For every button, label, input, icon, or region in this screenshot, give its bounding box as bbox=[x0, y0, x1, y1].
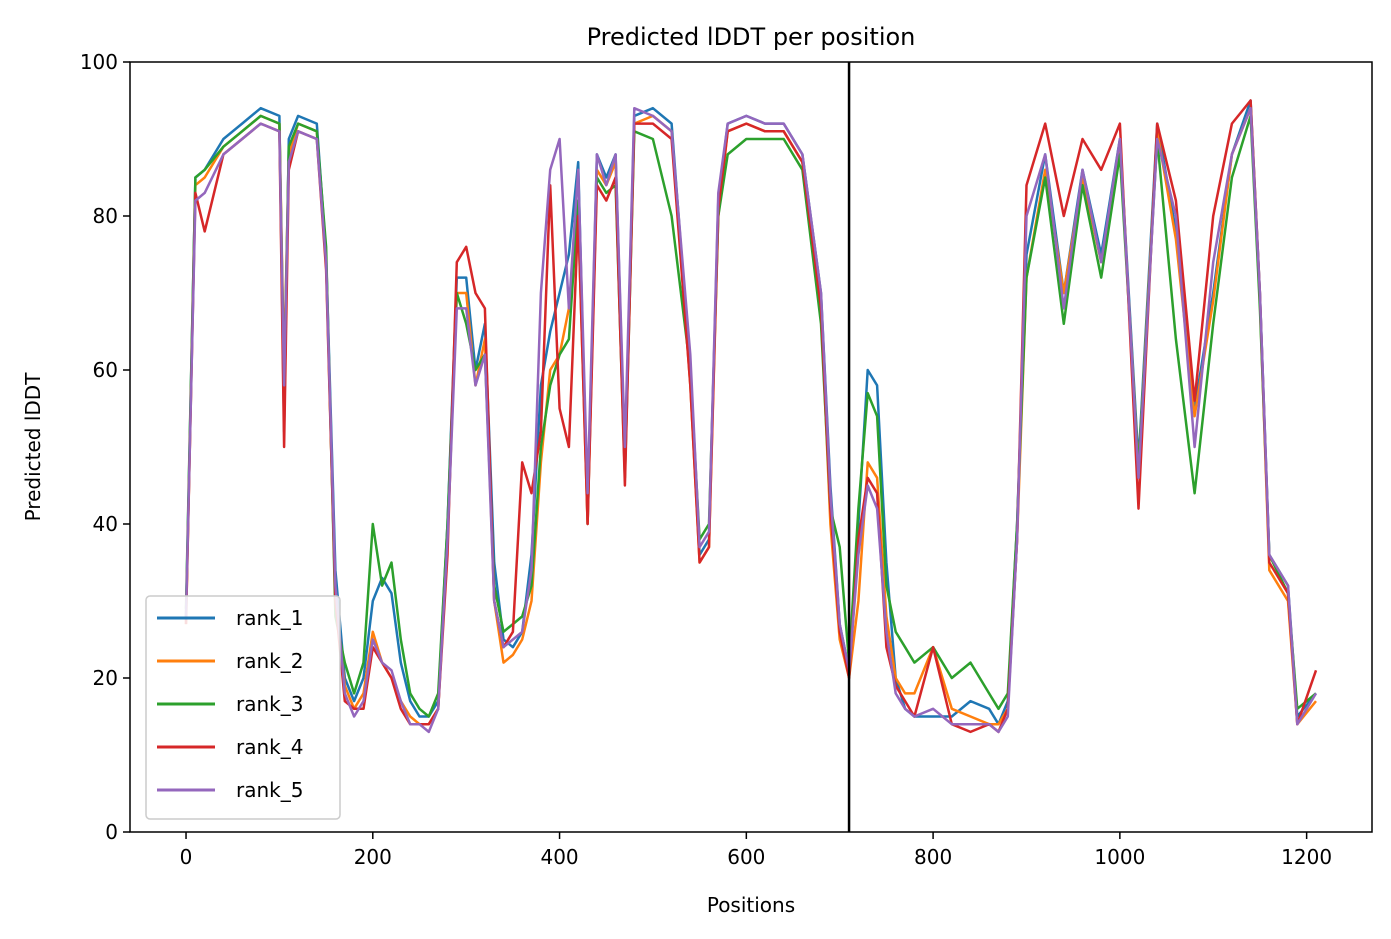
y-tick-label: 80 bbox=[93, 204, 118, 228]
x-tick-label: 600 bbox=[727, 845, 765, 869]
y-tick-label: 60 bbox=[93, 358, 118, 382]
plot-lines bbox=[184, 99, 1318, 734]
legend-label-rank_3: rank_3 bbox=[236, 692, 303, 716]
x-axis-title: Positions bbox=[707, 893, 795, 917]
legend-label-rank_1: rank_1 bbox=[236, 606, 303, 630]
chart-title: Predicted lDDT per position bbox=[587, 23, 916, 51]
series-line-rank_2 bbox=[184, 106, 1317, 726]
y-tick-label: 20 bbox=[93, 666, 118, 690]
x-tick-label: 400 bbox=[540, 845, 578, 869]
series-line-rank_5 bbox=[184, 106, 1318, 734]
plot-frame bbox=[129, 61, 1373, 833]
legend-box bbox=[145, 595, 341, 820]
series-line-rank_3 bbox=[184, 114, 1317, 718]
x-axis: 0 200 400 600 800 1000 1200 bbox=[180, 832, 1332, 869]
y-axis-title: Predicted lDDT bbox=[21, 372, 45, 522]
x-tick-label: 1200 bbox=[1281, 845, 1332, 869]
x-tick-label: 0 bbox=[180, 845, 193, 869]
legend-label-rank_4: rank_4 bbox=[236, 735, 303, 759]
x-tick-label: 1000 bbox=[1094, 845, 1145, 869]
legend: rank_1 rank_2 rank_3 rank_4 rank_5 bbox=[145, 595, 341, 820]
y-axis: 0 20 40 60 80 100 bbox=[80, 50, 130, 844]
y-tick-label: 100 bbox=[80, 50, 118, 74]
legend-label-rank_5: rank_5 bbox=[236, 778, 303, 802]
x-tick-label: 200 bbox=[354, 845, 392, 869]
y-tick-label: 0 bbox=[105, 820, 118, 844]
series-line-rank_4 bbox=[184, 99, 1318, 734]
x-tick-label: 800 bbox=[914, 845, 952, 869]
legend-label-rank_2: rank_2 bbox=[236, 649, 303, 673]
series-line-rank_1 bbox=[184, 99, 1317, 726]
y-tick-label: 40 bbox=[93, 512, 118, 536]
